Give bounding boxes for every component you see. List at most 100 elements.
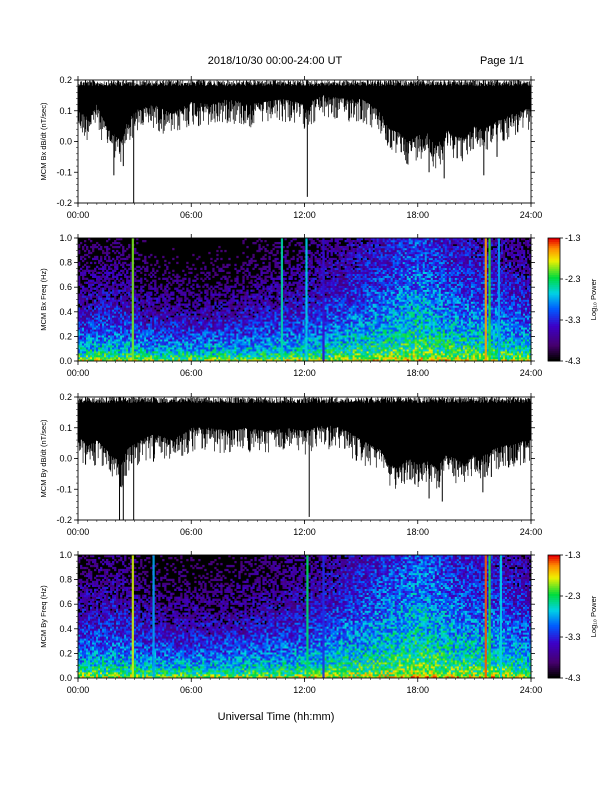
spectrogram-cell <box>214 349 217 352</box>
spectrogram-cell <box>302 301 305 304</box>
spectrogram-cell <box>128 267 131 271</box>
spectrogram-cell <box>298 309 301 312</box>
spectrogram-cell <box>144 357 147 360</box>
spectrogram-cell <box>126 325 129 328</box>
spectrogram-cell <box>290 349 293 352</box>
spectrogram-cell <box>290 353 293 356</box>
spectrogram-cell <box>268 269 271 273</box>
spectrogram-cell <box>234 323 237 326</box>
spectrogram-cell <box>226 331 229 334</box>
spectrogram-cell <box>278 341 281 344</box>
spectrogram-cell <box>150 337 153 340</box>
spectrogram-cell <box>226 355 229 358</box>
spectrogram-cell <box>114 345 117 348</box>
spectrogram-cell <box>114 353 117 356</box>
spectrogram-cell <box>226 317 229 320</box>
spectrogram-cell <box>262 311 265 314</box>
spectrogram-cell <box>134 277 137 280</box>
spectrogram-cell <box>232 321 235 324</box>
spectrogram-cell <box>112 347 115 350</box>
spectrogram-cell <box>156 301 159 304</box>
spectrogram-cell <box>138 309 141 312</box>
spectrogram-cell <box>176 325 179 328</box>
spectrogram-cell <box>82 309 85 312</box>
spectrogram-cell <box>206 289 209 292</box>
spectrogram-cell <box>200 277 203 280</box>
spectrogram-cell <box>290 287 293 290</box>
spectrogram-cell <box>216 311 219 314</box>
spectrogram-cell <box>272 311 275 314</box>
spectrogram-cell <box>224 333 227 336</box>
spectrogram-cell <box>126 277 129 280</box>
spectrogram-cell <box>290 333 293 336</box>
spectrogram-cell <box>290 315 293 318</box>
spectrogram-cell <box>292 335 295 338</box>
spectrogram-cell <box>154 359 157 362</box>
spectrogram-cell <box>268 305 271 308</box>
spectrogram-cell <box>232 323 235 326</box>
spectrogram-cell <box>194 301 197 304</box>
spectrogram-cell <box>268 335 271 338</box>
spectrogram-cell <box>116 325 119 328</box>
spectrogram-cell <box>116 249 119 253</box>
spectrogram-cell <box>290 319 293 322</box>
spectrogram-cell <box>158 327 161 330</box>
spectrogram-cell <box>140 253 143 257</box>
spectrogram-cell <box>294 301 297 304</box>
spectrogram-cell <box>216 313 219 316</box>
spectrogram-cell <box>156 353 159 356</box>
spectrogram-cell <box>84 307 87 310</box>
spectrogram-cell <box>310 339 313 342</box>
spectrogram-cell <box>122 339 125 342</box>
spectrogram-cell <box>172 335 175 338</box>
spectrogram-cell <box>242 239 245 243</box>
spectrogram-cell <box>162 353 165 356</box>
spectrogram-cell <box>104 353 107 356</box>
spectrogram-cell <box>102 269 105 273</box>
spectrogram-cell <box>262 267 265 271</box>
spectrogram-cell <box>272 281 275 284</box>
spectrogram-cell <box>182 341 185 344</box>
spectrogram-cell <box>168 315 171 318</box>
spectrogram-cell <box>288 241 291 245</box>
spectrogram-cell <box>252 355 255 358</box>
spectrogram-cell <box>148 321 151 324</box>
spectrogram-cell <box>264 333 267 336</box>
spectrogram-cell <box>120 297 123 300</box>
spectrogram-cell <box>202 279 205 282</box>
spectrogram-cell <box>262 287 265 290</box>
spectrogram-cell <box>88 315 91 318</box>
spectrogram-cell <box>230 317 233 320</box>
spectrogram-cell <box>110 323 113 326</box>
spectrogram-cell <box>118 245 121 249</box>
spectrogram-cell <box>240 313 243 316</box>
spectrogram-cell <box>114 299 117 302</box>
spectrogram-cell <box>222 269 225 273</box>
spectrogram-cell <box>126 323 129 326</box>
spectrogram-cell <box>276 327 279 330</box>
spectrogram-cell <box>296 271 299 275</box>
spectrogram-cell <box>140 357 143 360</box>
spectrogram-cell <box>282 355 285 358</box>
spectrogram-cell <box>248 323 251 326</box>
spectrogram-cell <box>82 349 85 352</box>
spectrogram-cell <box>194 339 197 342</box>
spectrogram-cell <box>146 267 149 271</box>
spectrogram-cell <box>98 267 101 271</box>
spectrogram-cell <box>142 339 145 342</box>
spectrogram-cell <box>276 313 279 316</box>
spectrogram-cell <box>308 317 311 320</box>
spectrogram-cell <box>152 313 155 316</box>
spectrogram-cell <box>258 337 261 340</box>
spectrogram-cell <box>256 315 259 318</box>
spectrogram-cell <box>274 261 277 265</box>
spectrogram-cell <box>166 267 169 271</box>
spectrogram-cell <box>208 335 211 338</box>
spectrogram-cell <box>206 321 209 324</box>
spectrogram-cell <box>158 311 161 314</box>
spectrogram-cell <box>160 305 163 308</box>
spectrogram-cell <box>262 349 265 352</box>
spectrogram-cell <box>134 285 137 288</box>
spectrogram-cell <box>300 273 303 276</box>
spectrogram-cell <box>126 297 129 300</box>
